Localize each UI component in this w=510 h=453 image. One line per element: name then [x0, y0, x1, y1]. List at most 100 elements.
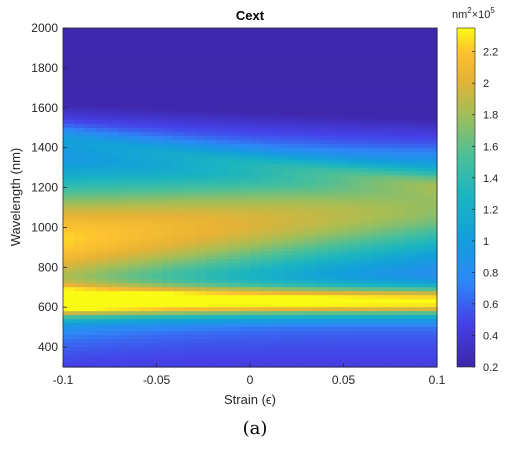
heat-cell	[151, 71, 163, 77]
heat-cell	[239, 71, 251, 77]
heat-cell	[415, 343, 427, 348]
heat-cell	[338, 283, 350, 288]
heat-cell	[261, 39, 273, 45]
heat-cell	[349, 191, 361, 197]
heat-cell	[250, 251, 262, 256]
heat-cell	[96, 59, 108, 65]
heat-cell	[382, 87, 394, 93]
heat-cell	[261, 239, 273, 244]
heat-cell	[195, 71, 207, 77]
heat-cell	[140, 75, 152, 81]
heat-cell	[261, 43, 273, 49]
heat-cell	[129, 279, 141, 284]
heat-cell	[118, 159, 130, 165]
heat-cell	[74, 283, 86, 288]
heat-cell	[382, 255, 394, 260]
heat-cell	[360, 355, 372, 360]
heat-cell	[283, 135, 295, 141]
heat-cell	[173, 123, 185, 129]
heat-cell	[206, 191, 218, 197]
heat-cell	[338, 291, 350, 296]
heat-cell	[217, 75, 229, 81]
heat-cell	[360, 359, 372, 364]
heat-cell	[349, 139, 361, 145]
heat-cell	[107, 355, 119, 360]
heat-cell	[140, 343, 152, 348]
heat-cell	[415, 323, 427, 328]
heat-cell	[371, 167, 383, 173]
heat-cell	[228, 167, 240, 173]
heat-cell	[151, 151, 163, 157]
heat-cell	[228, 199, 240, 205]
heat-cell	[404, 239, 416, 244]
heat-cell	[360, 183, 372, 189]
heat-cell	[195, 215, 207, 221]
heat-cell	[107, 63, 119, 69]
heat-cell	[151, 335, 163, 340]
heat-cell	[151, 247, 163, 252]
heat-cell	[162, 211, 174, 217]
heat-cell	[118, 39, 130, 45]
heat-cell	[184, 35, 196, 41]
heat-cell	[217, 263, 229, 268]
heat-cell	[217, 147, 229, 153]
heat-cell	[184, 51, 196, 57]
heat-cell	[107, 363, 119, 368]
heat-cell	[250, 271, 262, 276]
heat-cell	[426, 235, 438, 240]
heat-cell	[393, 363, 405, 368]
heat-cell	[162, 323, 174, 328]
heat-cell	[349, 47, 361, 53]
heat-cell	[382, 123, 394, 129]
heat-cell	[393, 119, 405, 125]
heat-cell	[140, 31, 152, 37]
heat-cell	[404, 303, 416, 308]
heat-cell	[261, 107, 273, 113]
heat-cell	[239, 355, 251, 360]
heat-cell	[217, 135, 229, 141]
heat-cell	[140, 219, 152, 225]
heat-cell	[195, 283, 207, 288]
heat-cell	[162, 83, 174, 89]
heat-cell	[195, 111, 207, 117]
heat-cell	[217, 199, 229, 205]
heat-cell	[74, 171, 86, 177]
heat-cell	[404, 335, 416, 340]
heat-cell	[228, 31, 240, 37]
heat-cell	[382, 195, 394, 201]
heat-cell	[415, 183, 427, 189]
heat-cell	[195, 327, 207, 332]
heat-cell	[294, 251, 306, 256]
heat-cell	[140, 295, 152, 300]
heat-cell	[129, 335, 141, 340]
heat-cell	[118, 55, 130, 61]
heat-cell	[162, 243, 174, 248]
heat-cell	[129, 123, 141, 129]
heat-cell	[272, 279, 284, 284]
heat-cell	[349, 67, 361, 73]
heat-cell	[393, 327, 405, 332]
heat-cell	[349, 183, 361, 189]
heat-cell	[74, 307, 86, 312]
heat-cell	[239, 107, 251, 113]
heat-cell	[426, 139, 438, 145]
heat-cell	[195, 28, 207, 33]
heat-cell	[426, 31, 438, 37]
heat-cell	[217, 83, 229, 89]
heat-cell	[107, 175, 119, 181]
heat-cell	[151, 191, 163, 197]
heat-cell	[404, 307, 416, 312]
heat-cell	[305, 183, 317, 189]
heat-cell	[283, 175, 295, 181]
heat-cell	[63, 187, 75, 193]
heat-cell	[371, 251, 383, 256]
heat-cell	[349, 195, 361, 201]
heat-cell	[239, 175, 251, 181]
heat-cell	[206, 139, 218, 145]
heat-cell	[206, 311, 218, 316]
heat-cell	[140, 143, 152, 149]
heat-cell	[261, 211, 273, 217]
heat-cell	[305, 339, 317, 344]
heat-cell	[96, 279, 108, 284]
heat-cell	[261, 151, 273, 157]
